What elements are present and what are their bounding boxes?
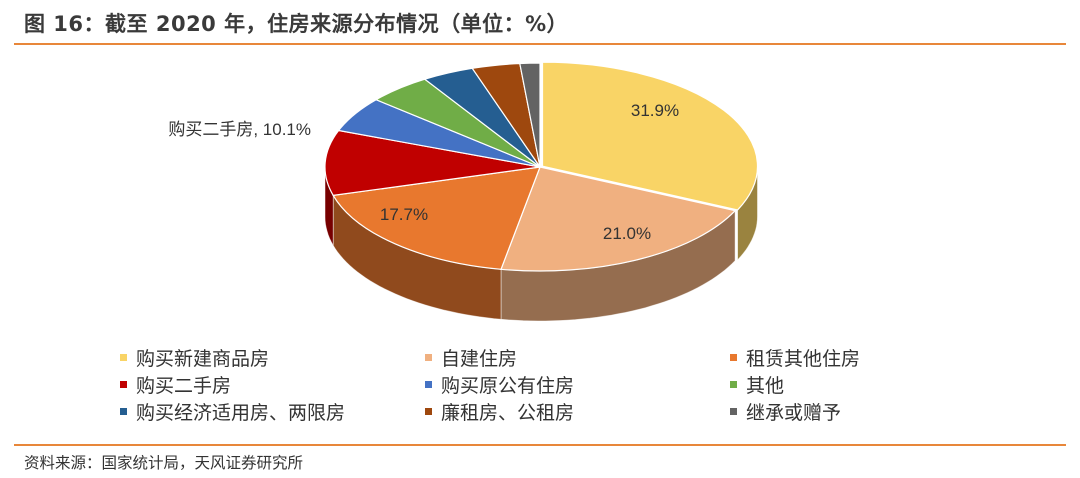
legend-swatch	[120, 408, 127, 415]
legend-item: 购买新建商品房	[120, 345, 425, 370]
legend-swatch	[730, 408, 737, 415]
legend-label: 继承或赠予	[746, 402, 842, 424]
title-divider	[14, 43, 1066, 45]
legend-item: 其他	[730, 372, 1000, 397]
pie-slice-8	[519, 62, 541, 168]
legend-swatch	[120, 354, 127, 361]
legend-swatch	[730, 381, 737, 388]
pie-chart: 31.9% 21.0% 17.7% 购买二手房, 10.1%	[168, 61, 759, 322]
pie-sides	[324, 166, 758, 322]
pie-slice-1	[500, 166, 737, 272]
source-note: 资料来源：国家统计局，天风证券研究所	[24, 454, 304, 472]
data-label-3: 购买二手房, 10.1%	[168, 120, 311, 139]
legend-item: 自建住房	[425, 345, 730, 370]
legend-swatch	[425, 408, 432, 415]
legend-item: 购买二手房	[120, 372, 425, 397]
legend-item: 租赁其他住房	[730, 345, 1000, 370]
legend-swatch	[730, 354, 737, 361]
pie-slice-0	[541, 61, 759, 211]
legend-item: 廉租房、公租房	[425, 399, 730, 424]
legend-label: 购买经济适用房、两限房	[136, 402, 346, 424]
legend-label: 购买新建商品房	[136, 348, 270, 370]
pie-tops	[324, 61, 759, 272]
chart-title: 图 16：截至 2020 年，住房来源分布情况（单位：%）	[24, 12, 569, 36]
footer-divider	[14, 444, 1066, 446]
legend-swatch	[425, 354, 432, 361]
data-label-2: 17.7%	[380, 205, 428, 224]
legend-label: 自建住房	[441, 348, 518, 370]
legend-swatch	[120, 381, 127, 388]
legend-label: 其他	[746, 375, 785, 397]
legend-item: 购买经济适用房、两限房	[120, 399, 425, 424]
legend-item: 继承或赠予	[730, 399, 1000, 424]
legend-label: 购买二手房	[136, 375, 232, 397]
pie-slice-2	[332, 166, 541, 270]
legend-label: 购买原公有住房	[441, 375, 575, 397]
pie-slice-3	[324, 129, 541, 197]
legend-swatch	[425, 381, 432, 388]
pie-labels: 31.9% 21.0% 17.7% 购买二手房, 10.1%	[168, 101, 679, 243]
legend-label: 廉租房、公租房	[441, 402, 575, 424]
legend-item: 购买原公有住房	[425, 372, 730, 397]
data-label-1: 21.0%	[603, 224, 651, 243]
legend: 购买新建商品房 自建住房 租赁其他住房购买二手房 购买原公有住房 其他购买经济适用房、两…	[120, 345, 1000, 424]
legend-label: 租赁其他住房	[746, 348, 861, 370]
data-label-0: 31.9%	[631, 101, 679, 120]
